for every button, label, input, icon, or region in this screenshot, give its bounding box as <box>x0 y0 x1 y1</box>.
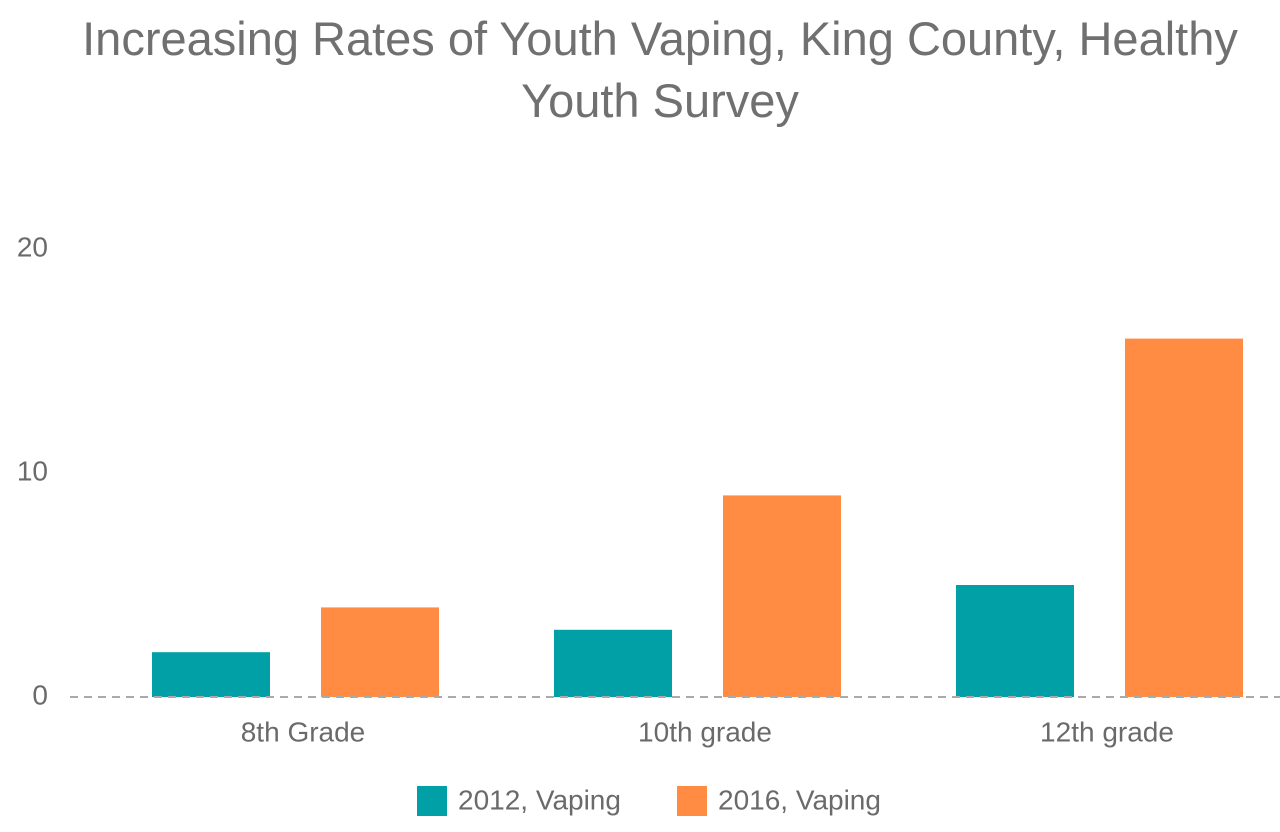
legend-label: 2016, Vaping <box>718 784 881 815</box>
legend-swatch <box>417 786 447 816</box>
legend-label: 2012, Vaping <box>458 784 621 815</box>
bar <box>321 607 439 697</box>
y-tick-label: 10 <box>17 455 48 486</box>
y-tick-label: 0 <box>32 679 48 710</box>
x-tick-label: 12th grade <box>1040 716 1174 747</box>
x-tick-label: 10th grade <box>638 716 772 747</box>
bar <box>956 585 1074 697</box>
bar <box>554 629 672 697</box>
x-tick-label: 8th Grade <box>241 716 366 747</box>
y-tick-label: 20 <box>17 231 48 262</box>
bar <box>152 652 270 697</box>
bar <box>1125 338 1243 697</box>
bar <box>723 495 841 697</box>
chart-title: Increasing Rates of Youth Vaping, King C… <box>82 12 1238 127</box>
legend-swatch <box>677 786 707 816</box>
